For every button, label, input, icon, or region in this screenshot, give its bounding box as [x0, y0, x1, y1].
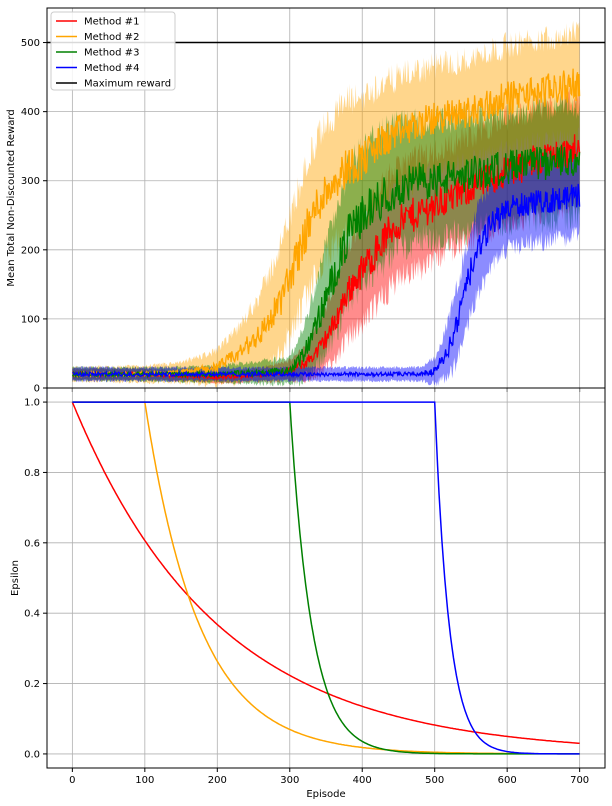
- top-series-lines: [47, 41, 605, 382]
- top-y-tick-label: 200: [21, 245, 40, 256]
- top-y-tick-label: 100: [21, 314, 40, 325]
- x-tick-label: 300: [280, 775, 299, 786]
- legend-box: [50, 11, 176, 91]
- confidence-band-1: [72, 85, 580, 385]
- bottom-y-tick-label: 0.6: [24, 538, 40, 549]
- top-y-tick-label: 0: [34, 384, 40, 395]
- epsilon-line-4: [72, 401, 580, 755]
- epsilon-line-3: [72, 401, 580, 755]
- bottom-gridlines: [47, 388, 605, 768]
- bottom-y-tick-label: 0.0: [24, 749, 40, 760]
- bottom-y-tick-label: 0.4: [24, 609, 40, 620]
- x-tick-label: 700: [570, 775, 589, 786]
- top-y-tick-label: 400: [21, 107, 40, 118]
- x-tick-label: 100: [135, 775, 154, 786]
- legend-label: Method #1: [84, 17, 139, 28]
- bottom-axes: [46, 387, 606, 769]
- series-line-4: [72, 183, 581, 379]
- x-tick-label: 200: [208, 775, 227, 786]
- bottom-y-tick-label: 0.8: [24, 468, 40, 479]
- confidence-band-4: [72, 146, 580, 387]
- series-line-3: [71, 144, 581, 379]
- legend: Method #1 Method #2 Method #3 Method #4 Maxi…: [50, 11, 176, 91]
- x-tick-label: 500: [425, 775, 444, 786]
- bottom-y-tick-label: 1.0: [24, 398, 40, 409]
- x-tick-label: 600: [498, 775, 517, 786]
- legend-label: Method #4: [84, 63, 139, 74]
- bottom-tick-labels: 0.0 0.2 0.4 0.6 0.8 1.0 0 100 200 300 400 500 600 700: [24, 398, 589, 786]
- bottom-axes-frame: [46, 387, 606, 769]
- bottom-y-axis-label: Epsilon: [10, 560, 21, 596]
- x-tick-label: 0: [69, 775, 75, 786]
- top-y-tick-label: 300: [21, 176, 40, 187]
- legend-label: Maximum reward: [84, 79, 171, 90]
- legend-label: Method #2: [84, 32, 139, 43]
- bottom-y-tick-label: 0.2: [24, 679, 40, 690]
- x-tick-label: 400: [353, 775, 372, 786]
- top-y-tick-label: 500: [21, 38, 40, 49]
- x-axis-label: Episode: [306, 789, 345, 800]
- epsilon-line-2: [72, 401, 580, 755]
- top-y-axis-label: Mean Total Non-Discounted Reward: [6, 109, 17, 286]
- legend-label: Method #3: [84, 48, 139, 59]
- epsilon-line-1: [71, 401, 580, 745]
- bottom-series-lines: [71, 401, 580, 755]
